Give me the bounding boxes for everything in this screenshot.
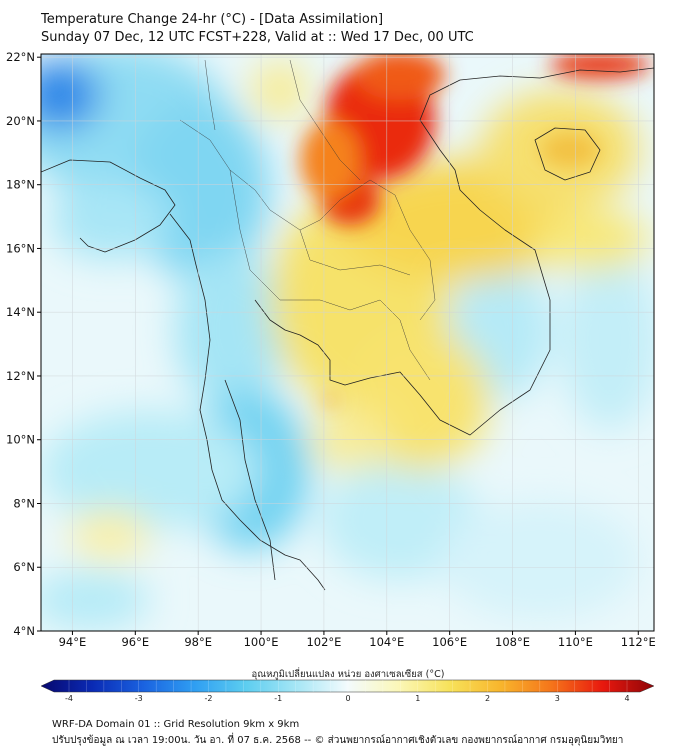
lon-tick-label: 110°E (558, 635, 593, 649)
latitude-axis: 22°N 20°N 18°N 16°N 14°N 12°N 10°N 8°N 6°N 4°N (6, 50, 41, 638)
lon-tick-label: 96°E (121, 635, 149, 649)
colorbar-tick-label: -3 (135, 694, 143, 703)
colorbar-label: อุณหภูมิเปลี่ยนแปลง หน่วย องศาเซลเซียส (… (252, 667, 445, 680)
model-info: WRF-DA Domain 01 :: Grid Resolution 9km … (52, 719, 300, 730)
lat-tick-label: 18°N (6, 178, 35, 192)
lon-tick-label: 106°E (432, 635, 467, 649)
colorbar-tick-label: 0 (345, 694, 350, 703)
lon-tick-label: 102°E (306, 635, 341, 649)
lon-tick-label: 112°E (621, 635, 656, 649)
lon-tick-label: 108°E (495, 635, 530, 649)
map-subtitle: Sunday 07 Dec, 12 UTC FCST+228, Valid at… (41, 30, 474, 45)
colorbar-gradient (40, 679, 655, 693)
longitude-axis: 94°E 96°E 98°E 100°E 102°E 104°E 106°E 108°E 110… (59, 631, 656, 649)
plot-frame (40, 53, 655, 632)
lat-tick-label: 8°N (13, 496, 35, 510)
lat-tick-label: 4°N (13, 624, 35, 638)
colorbar-tick-label: -4 (65, 694, 73, 703)
lat-tick-label: 10°N (6, 433, 35, 447)
lat-tick-label: 16°N (6, 241, 35, 255)
colorbar-tick-label: 3 (555, 694, 560, 703)
colorbar-tick-label: 2 (485, 694, 490, 703)
temperature-field (41, 54, 654, 631)
map-title: Temperature Change 24-hr (°C) - [Data As… (41, 12, 384, 27)
lat-tick-label: 22°N (6, 50, 35, 64)
colorbar: อุณหภูมิเปลี่ยนแปลง หน่วย องศาเซลเซียส (… (40, 667, 655, 703)
lon-tick-label: 98°E (184, 635, 212, 649)
lon-tick-label: 104°E (369, 635, 404, 649)
colorbar-tick-label: -1 (274, 694, 282, 703)
gridlines (41, 54, 654, 632)
lat-tick-label: 12°N (6, 369, 35, 383)
colorbar-tick-label: 4 (624, 694, 629, 703)
lat-tick-label: 20°N (6, 114, 35, 128)
admin-boundaries (179, 59, 436, 381)
lon-tick-label: 100°E (244, 635, 279, 649)
colorbar-ticks: -4 -3 -2 -1 0 1 2 3 4 (65, 680, 630, 703)
coastlines (41, 67, 654, 591)
update-credit: ปรับปรุงข้อมูล ณ เวลา 19:00น. วัน อา. ที… (52, 735, 624, 746)
colorbar-tick-label: 1 (415, 694, 420, 703)
lat-tick-label: 14°N (6, 305, 35, 319)
lon-tick-label: 94°E (59, 635, 87, 649)
lat-tick-label: 6°N (13, 560, 35, 574)
colorbar-tick-label: -2 (205, 694, 213, 703)
